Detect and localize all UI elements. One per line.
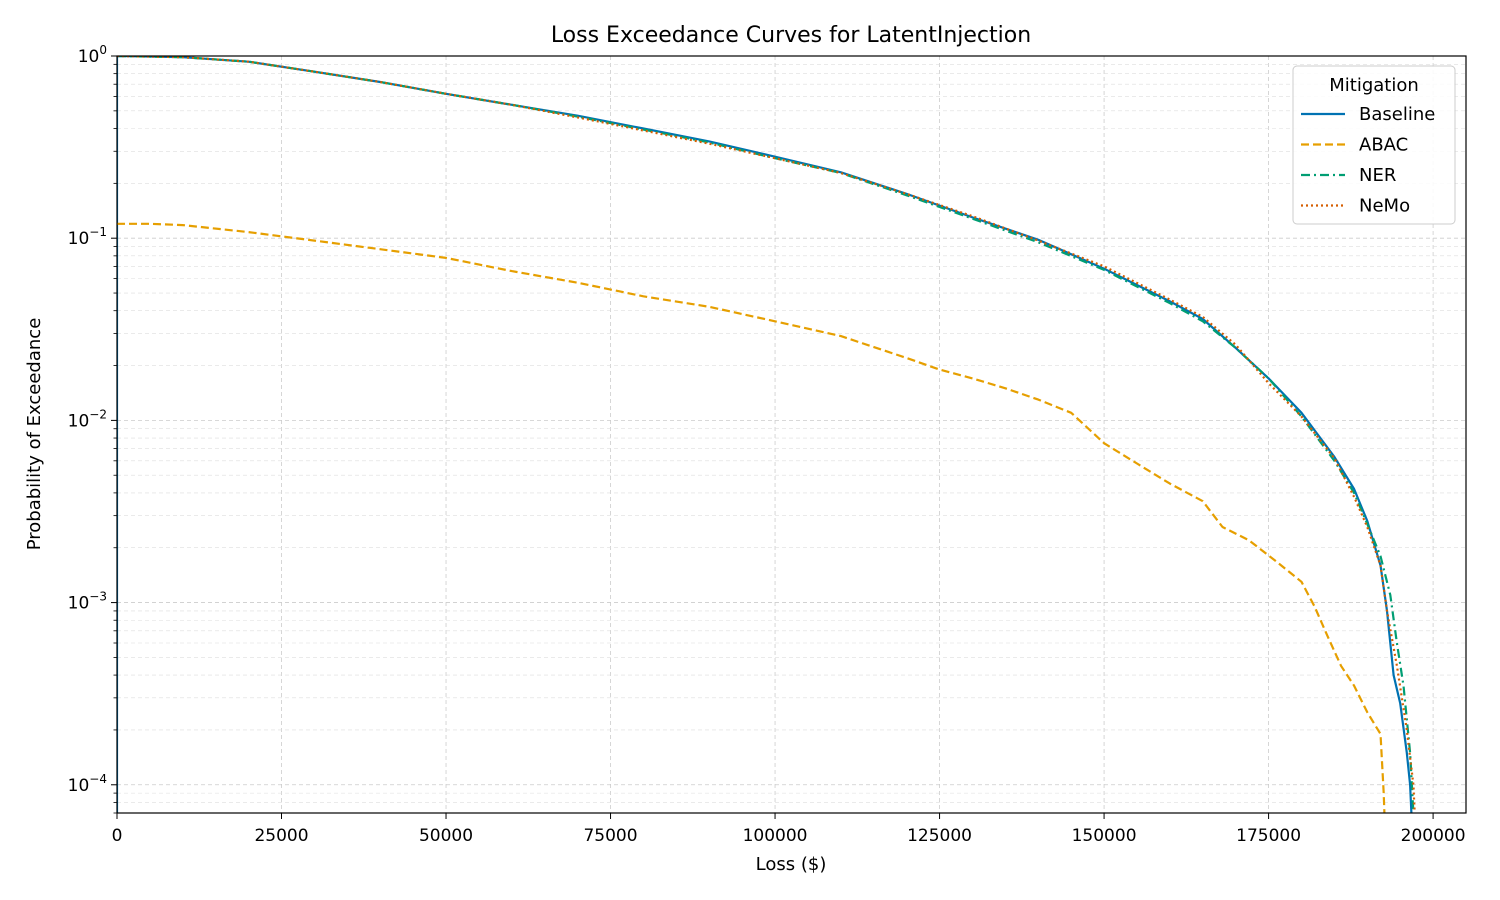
legend-title: Mitigation bbox=[1329, 75, 1419, 96]
y-tick-label: 10−4 bbox=[68, 772, 107, 796]
legend-label-ner: NER bbox=[1359, 165, 1396, 186]
y-tick-label: 10−2 bbox=[68, 407, 107, 431]
x-tick-label: 150000 bbox=[1072, 826, 1137, 846]
legend: Mitigation Baseline ABAC NER NeMo bbox=[1292, 65, 1456, 225]
x-axis-label: Loss ($) bbox=[756, 854, 827, 875]
x-tick-label: 0 bbox=[112, 826, 123, 846]
x-tick-label: 175000 bbox=[1236, 826, 1301, 846]
series-line-baseline bbox=[117, 56, 1413, 813]
x-tick-label: 100000 bbox=[743, 826, 808, 846]
chart-title: Loss Exceedance Curves for LatentInjecti… bbox=[551, 23, 1031, 48]
x-tick-label: 25000 bbox=[254, 826, 308, 846]
x-tick-label: 50000 bbox=[419, 826, 473, 846]
x-tick-label: 125000 bbox=[907, 826, 972, 846]
x-axis-ticks: 0 25000 50000 75000 100000 125000 150000 175000… bbox=[112, 813, 1466, 846]
y-tick-label: 100 bbox=[78, 43, 107, 67]
plot-frame bbox=[116, 55, 1467, 814]
grid-lines bbox=[116, 55, 1466, 814]
x-tick-label: 200000 bbox=[1401, 826, 1466, 846]
series-line-nemo bbox=[117, 56, 1416, 813]
y-axis-label: Probability of Exceedance bbox=[24, 318, 45, 551]
x-tick-label: 75000 bbox=[583, 826, 637, 846]
legend-label-baseline: Baseline bbox=[1359, 104, 1435, 125]
y-tick-label: 10−1 bbox=[68, 225, 107, 249]
series-lines bbox=[117, 56, 1416, 813]
y-axis-ticks: 100 10−1 10−2 10−3 10−4 bbox=[68, 43, 117, 814]
y-tick-label: 10−3 bbox=[68, 590, 107, 614]
series-line-abac bbox=[117, 222, 1386, 813]
legend-box bbox=[1292, 65, 1456, 225]
legend-label-abac: ABAC bbox=[1359, 135, 1408, 156]
legend-label-nemo: NeMo bbox=[1359, 196, 1410, 217]
series-line-ner bbox=[117, 56, 1415, 813]
